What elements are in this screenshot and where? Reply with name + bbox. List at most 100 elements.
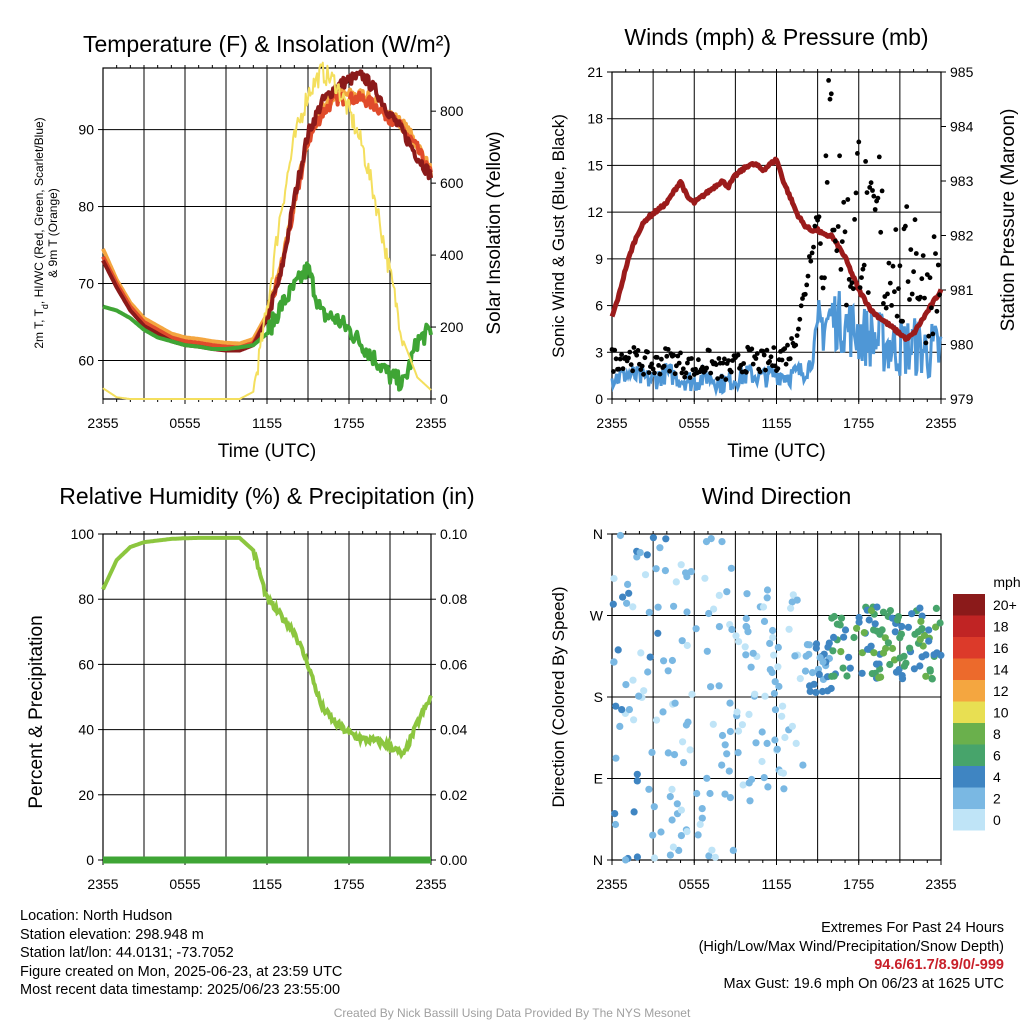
max-gust: Max Gust: 19.6 mph On 06/23 at 1625 UTC — [723, 975, 1004, 992]
panel-4: Wind Direction 2355 0555 1155 1755 2355 N E S W N D… — [549, 483, 957, 892]
x-tick-label: 0555 — [169, 876, 200, 892]
x-tick-label: 2355 — [415, 876, 446, 892]
direction-point — [624, 580, 632, 589]
y2-tick-label: 0.00 — [440, 852, 467, 868]
direction-point — [683, 608, 691, 616]
direction-point — [616, 531, 625, 540]
direction-point — [725, 767, 733, 775]
x-tick-label: 1155 — [761, 876, 791, 892]
direction-point — [668, 656, 677, 665]
direction-point — [654, 629, 662, 637]
gust-point — [808, 258, 814, 264]
gust-point — [682, 374, 688, 380]
x-tick-label: 1155 — [761, 415, 791, 431]
gust-point — [920, 253, 926, 258]
direction-point — [732, 632, 740, 640]
gust-point — [871, 193, 877, 199]
y2-tick-label: 0.02 — [440, 787, 467, 803]
gust-point — [793, 342, 799, 348]
direction-point — [779, 702, 787, 710]
gust-point — [930, 331, 936, 337]
gust-point — [822, 275, 827, 281]
direction-point — [743, 590, 751, 598]
direction-point — [656, 544, 664, 552]
direction-point — [906, 644, 914, 652]
direction-point — [850, 633, 858, 642]
legend-label: 12 — [993, 683, 1009, 699]
direction-point — [916, 635, 924, 644]
gust-point — [639, 363, 645, 369]
station-location: Location: North Hudson — [20, 908, 173, 924]
direction-point — [746, 797, 754, 805]
direction-point — [868, 670, 876, 678]
direction-point — [698, 805, 706, 813]
direction-point — [721, 741, 729, 749]
direction-point — [877, 673, 885, 681]
gust-point — [833, 238, 838, 244]
direction-point — [652, 716, 661, 724]
direction-point — [910, 665, 919, 673]
gust-point — [720, 360, 726, 366]
x-tick-label: 0555 — [679, 415, 710, 431]
direction-point — [671, 699, 679, 707]
gust-point — [923, 340, 929, 346]
y-tick-label: S — [594, 689, 603, 705]
gust-point — [749, 346, 755, 352]
gust-point — [649, 361, 655, 367]
direction-point — [780, 785, 788, 793]
direction-point — [668, 785, 676, 794]
gust-point — [889, 303, 894, 308]
direction-point — [641, 571, 650, 579]
y-tick-label: 60 — [78, 656, 94, 672]
direction-point — [918, 653, 926, 661]
x-tick-label: 2355 — [925, 876, 956, 892]
gust-point — [886, 260, 892, 266]
y-tick-label: N — [593, 852, 603, 868]
direction-point — [664, 667, 672, 675]
direction-point — [630, 716, 638, 724]
extremes-info: Extremes For Past 24 Hours (High/Low/Max… — [699, 919, 1004, 993]
gust-point — [656, 363, 661, 368]
gust-point — [890, 263, 896, 269]
direction-point — [649, 831, 657, 839]
direction-point — [629, 676, 637, 684]
direction-point — [928, 675, 936, 683]
gust-point — [672, 371, 678, 377]
gust-point — [856, 139, 862, 145]
y-tick-label: 90 — [78, 122, 94, 138]
gust-point — [879, 188, 885, 194]
direction-point — [609, 600, 617, 608]
gust-point — [680, 366, 686, 372]
gust-point — [824, 180, 830, 185]
direction-point — [718, 761, 726, 769]
y2-tick-label: 984 — [950, 119, 974, 135]
gust-point — [754, 351, 760, 356]
gust-point — [685, 360, 690, 366]
direction-point — [770, 689, 779, 698]
direction-point — [853, 624, 861, 632]
gust-point — [841, 199, 847, 205]
y-axis-label-line2: & 9m T (Orange) — [46, 188, 60, 278]
direction-point — [718, 731, 727, 740]
y-tick-label: 0 — [595, 391, 603, 407]
direction-point — [687, 568, 695, 576]
series-line — [101, 535, 433, 760]
gust-point — [713, 362, 719, 367]
direction-point — [812, 688, 820, 697]
direction-point — [769, 626, 777, 635]
direction-point — [805, 650, 813, 658]
y-tick-label: 3 — [595, 344, 603, 360]
y-axis-label: Percent & Precipitation — [26, 615, 47, 808]
gust-point — [913, 251, 919, 256]
direction-point — [657, 828, 665, 836]
direction-point — [763, 739, 771, 748]
direction-point — [796, 675, 804, 683]
direction-point — [922, 672, 930, 680]
direction-point — [763, 586, 772, 594]
gust-point — [887, 280, 893, 286]
direction-point — [618, 706, 626, 714]
gust-point — [787, 356, 793, 362]
gust-point — [838, 267, 844, 272]
direction-point — [643, 551, 651, 559]
gust-point — [835, 224, 841, 229]
